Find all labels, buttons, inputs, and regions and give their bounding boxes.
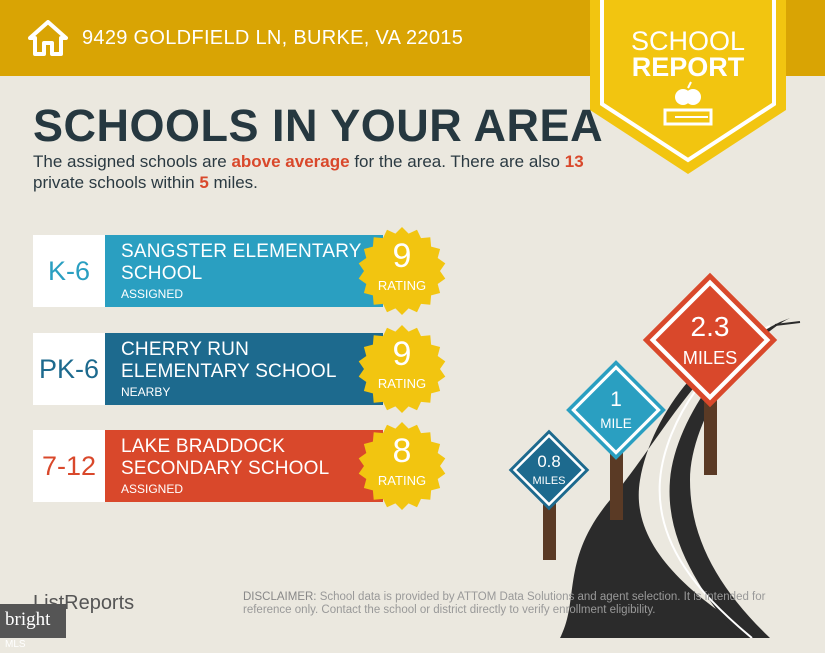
grade-range: K-6 — [33, 235, 105, 307]
distance-unit: MILE — [600, 416, 632, 432]
distance-value: 0.8 — [537, 452, 561, 472]
rating-label: RATING — [377, 278, 427, 293]
school-type: ASSIGNED — [121, 482, 184, 496]
school-row: 7-12 LAKE BRADDOCK SECONDARY SCHOOL ASSIGN… — [33, 422, 453, 510]
rating-label: RATING — [377, 473, 427, 488]
rating-value: 9 — [392, 237, 412, 275]
school-name: CHERRY RUN ELEMENTARY SCHOOL — [121, 339, 337, 382]
school-type: NEARBY — [121, 385, 171, 399]
grade-range: 7-12 — [33, 430, 105, 502]
distance-unit: MILES — [682, 348, 738, 369]
school-name-band: SANGSTER ELEMENTARY SCHOOL ASSIGNED — [105, 235, 383, 307]
school-row: K-6 SANGSTER ELEMENTARY SCHOOL ASSIGNED 9 … — [33, 227, 453, 315]
school-report-badge — [590, 0, 786, 174]
rating-value: 8 — [392, 432, 412, 470]
school-row: PK-6 CHERRY RUN ELEMENTARY SCHOOL NEARBY 9… — [33, 325, 453, 413]
distance-value: 1 — [610, 388, 622, 412]
distance-sign: 0.8 MILES — [507, 428, 591, 512]
school-name: LAKE BRADDOCK SECONDARY SCHOOL — [121, 436, 330, 479]
grade-range: PK-6 — [33, 333, 105, 405]
distance-unit: MILES — [532, 475, 566, 488]
page-title: SCHOOLS IN YOUR AREA — [33, 100, 604, 151]
rating-label: RATING — [377, 376, 427, 391]
home-icon — [28, 20, 68, 56]
property-address: 9429 GOLDFIELD LN, BURKE, VA 22015 — [82, 27, 464, 49]
disclaimer: DISCLAIMER: School data is provided by A… — [243, 591, 766, 616]
distance-value: 2.3 — [690, 311, 730, 342]
school-name: SANGSTER ELEMENTARY SCHOOL — [121, 241, 362, 284]
bright-mls-watermark: bright MLS — [0, 604, 66, 650]
school-type: ASSIGNED — [121, 287, 184, 301]
rating-starburst-icon — [358, 422, 446, 510]
school-name-band: LAKE BRADDOCK SECONDARY SCHOOL ASSIGNED — [105, 430, 383, 502]
school-name-band: CHERRY RUN ELEMENTARY SCHOOL NEARBY — [105, 333, 383, 405]
distance-sign: 1 MILE — [564, 358, 668, 462]
badge-title: SCHOOL REPORT — [630, 26, 746, 82]
rating-value: 9 — [392, 335, 412, 373]
rating-starburst-icon — [358, 325, 446, 413]
rating-starburst-icon — [358, 227, 446, 315]
distance-sign: 2.3 MILES — [640, 270, 780, 410]
apple-books-icon — [663, 81, 713, 126]
intro-text: The assigned schools are above average f… — [33, 152, 584, 192]
